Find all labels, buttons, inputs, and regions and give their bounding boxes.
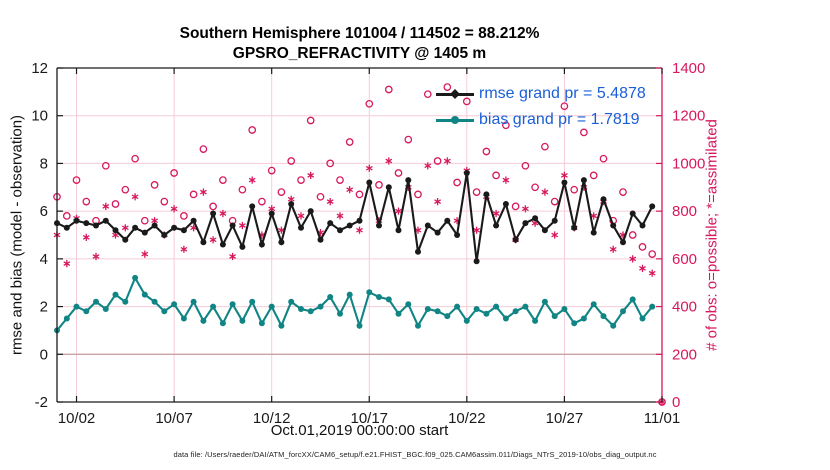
y-right-tick-label: 1400 xyxy=(672,60,705,77)
y-right-tick-label: 1000 xyxy=(672,155,705,172)
data-file-caption: data file: /Users/raeder/DAI/ATM_forcXX/… xyxy=(173,450,657,459)
y-left-tick-label: 6 xyxy=(40,203,48,220)
y-left-tick-label: 10 xyxy=(31,108,48,125)
bias-legend-swatch xyxy=(436,114,474,126)
y-axis-label-right: # of obs: o=possible; *=assimilated xyxy=(703,119,721,351)
rmse-series xyxy=(54,170,656,265)
x-tick-label: 10/22 xyxy=(448,410,486,427)
legend-item-bias: bias grand pr = 1.7819 xyxy=(436,107,646,133)
y-left-tick-label: 12 xyxy=(31,60,48,77)
y-left-tick-label: 2 xyxy=(40,299,48,316)
x-tick-label: 10/27 xyxy=(546,410,584,427)
bias-series xyxy=(54,274,656,334)
x-tick-label: 10/02 xyxy=(58,410,96,427)
y-left-tick-label: -2 xyxy=(35,394,48,411)
y-right-tick-label: 800 xyxy=(672,203,697,220)
legend-item-rmse: rmse grand pr = 5.4878 xyxy=(436,81,646,107)
rmse-marker-icon xyxy=(450,89,460,99)
chart-legend: rmse grand pr = 5.4878 bias grand pr = 1… xyxy=(436,81,646,133)
legend-label-rmse: rmse grand pr = 5.4878 xyxy=(479,85,646,102)
y-right-tick-label: 600 xyxy=(672,251,697,268)
x-axis-label: Oct.01,2019 00:00:00 start xyxy=(270,422,449,439)
assimilated_obs-series xyxy=(53,157,666,406)
x-tick-label: 11/01 xyxy=(644,410,680,427)
x-tick-label: 10/17 xyxy=(350,410,388,427)
y-left-ticks: -2 0 2 4 6 8 10 12 xyxy=(31,60,63,411)
possible_obs-series xyxy=(53,83,666,406)
y-left-tick-label: 0 xyxy=(40,346,48,363)
x-tick-label: 10/12 xyxy=(253,410,291,427)
x-tick-label: 10/07 xyxy=(155,410,193,427)
y-right-ticks: 0 200 400 600 800 1000 1200 1400 xyxy=(656,60,705,411)
legend-label-bias: bias grand pr = 1.7819 xyxy=(479,111,640,128)
grid-lines xyxy=(57,68,662,402)
y-left-tick-label: 8 xyxy=(40,155,48,172)
y-axis-label-left: rmse and bias (model - observation) xyxy=(8,114,26,356)
x-ticks: 10/02 10/07 10/12 10/17 10/22 10/27 11/01 xyxy=(58,68,680,427)
chart-title-line2: GPSRO_REFRACTIVITY @ 1405 m xyxy=(232,45,487,62)
chart-title-line1: Southern Hemisphere 101004 / 114502 = 88… xyxy=(179,25,540,42)
y-left-tick-label: 4 xyxy=(40,251,48,268)
y-right-tick-label: 200 xyxy=(672,346,697,363)
bias-marker-icon xyxy=(451,116,459,124)
y-right-tick-label: 400 xyxy=(672,299,697,316)
y-right-tick-label: 1200 xyxy=(672,108,705,125)
rmse-legend-swatch xyxy=(436,88,474,100)
y-right-tick-label: 0 xyxy=(672,394,680,411)
